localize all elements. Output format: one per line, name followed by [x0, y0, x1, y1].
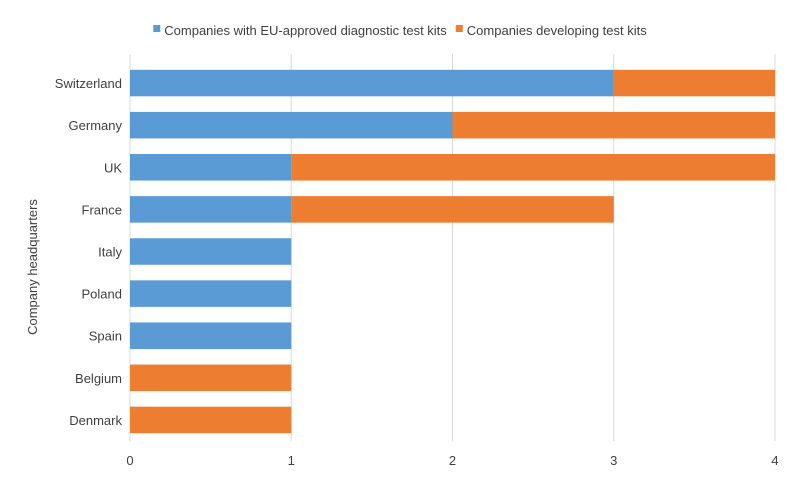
- y-tick-label: France: [82, 202, 122, 217]
- legend-swatch: [153, 25, 161, 32]
- y-tick-label: Denmark: [69, 413, 122, 428]
- bar-segment: [452, 111, 775, 139]
- bar-segment: [130, 196, 292, 223]
- bar-segment: [130, 154, 292, 181]
- bar-segment: [291, 196, 614, 223]
- y-tick-label: Spain: [89, 329, 122, 344]
- legend-item: Companies developing test kits: [455, 23, 647, 38]
- legend-label: Companies developing test kits: [467, 23, 647, 38]
- y-tick-label: Belgium: [75, 371, 122, 386]
- y-axis-title: Company headquarters: [25, 199, 40, 335]
- bar-segment: [130, 364, 292, 392]
- bars: [130, 69, 775, 434]
- bar-segment: [130, 280, 292, 307]
- bar-segment: [130, 406, 292, 434]
- legend-item: Companies with EU-approved diagnostic te…: [153, 23, 447, 38]
- x-tick-label: 3: [610, 453, 617, 468]
- bar-segment: [613, 69, 775, 97]
- bar-segment: [130, 69, 614, 97]
- legend-label: Companies with EU-approved diagnostic te…: [164, 23, 447, 38]
- y-tick-label: Italy: [98, 245, 122, 260]
- x-tick-label: 1: [288, 453, 295, 468]
- x-tick-label: 0: [126, 453, 133, 468]
- bar-segment: [130, 111, 453, 139]
- y-tick-label: Switzerland: [55, 76, 122, 91]
- axes: 0 1 2 3 4 Switzerland Germany UK France Italy Pola…: [55, 76, 779, 468]
- legend-swatch: [455, 25, 463, 32]
- bar-segment: [130, 322, 292, 349]
- x-tick-label: 2: [449, 453, 456, 468]
- bar-segment: [291, 154, 775, 181]
- y-tick-label: Poland: [82, 287, 122, 302]
- y-tick-label: Germany: [69, 118, 123, 133]
- y-tick-label: UK: [104, 160, 122, 175]
- bar-segment: [130, 238, 292, 265]
- x-tick-label: 4: [771, 453, 778, 468]
- legend: Companies with EU-approved diagnostic te…: [153, 23, 647, 38]
